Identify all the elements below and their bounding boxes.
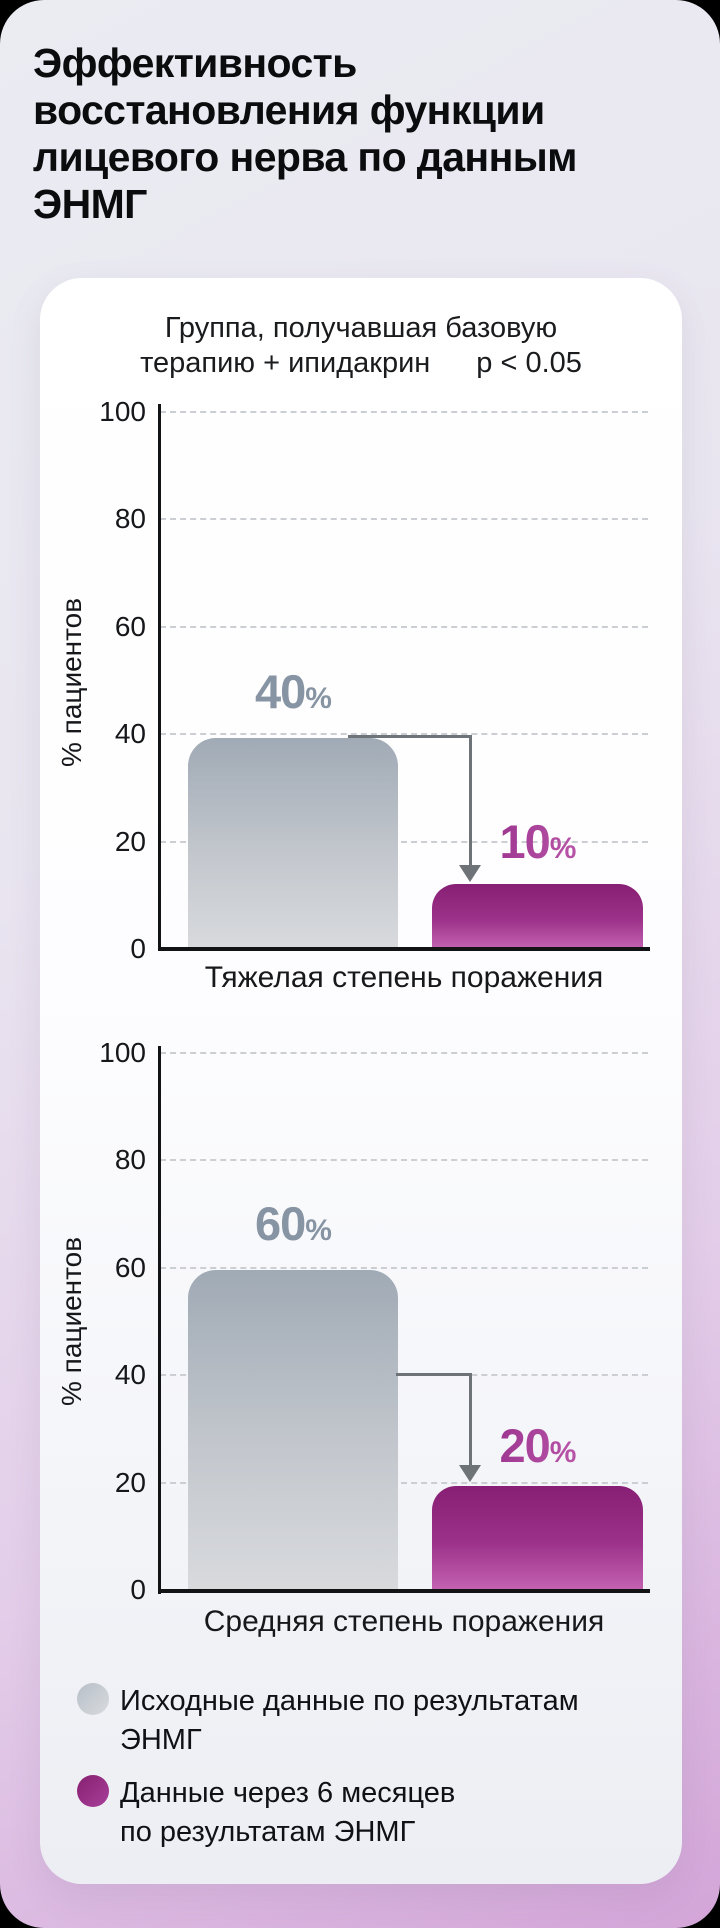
gridline-20	[160, 841, 648, 843]
ytick-100: 100	[99, 396, 146, 427]
value-unit: %	[549, 832, 576, 865]
x-axis-label-severe: Тяжелая степень поражения	[204, 961, 604, 994]
y-axis	[158, 404, 161, 951]
gridline-20	[160, 1482, 648, 1484]
legend-item-six-months: Данные через 6 месяцев по результатам ЭН…	[120, 1774, 660, 1852]
bar-six-months-moderate	[432, 1486, 643, 1590]
decrease-arrow-vertical	[469, 735, 472, 867]
ytick-0: 0	[130, 933, 146, 964]
page-title-line: восстановления функции	[33, 87, 545, 133]
legend-item-baseline: Исходные данные по результатам ЭНМГ	[120, 1682, 660, 1760]
value-label-baseline-moderate: 60%	[188, 1196, 398, 1251]
ytick-0: 0	[130, 1574, 146, 1605]
decrease-arrow-horizontal	[396, 1373, 471, 1376]
page-title: Эффективность восстановления функции лиц…	[33, 40, 693, 228]
gridline-100	[160, 1052, 648, 1054]
page-title-line: ЭНМГ	[33, 181, 147, 227]
ytick-80: 80	[114, 503, 146, 534]
gridline-80	[160, 518, 648, 520]
value-number: 40	[255, 665, 306, 718]
value-unit: %	[305, 682, 332, 715]
ytick-20: 20	[114, 826, 146, 857]
x-axis-label-moderate: Средняя степень поражения	[203, 1605, 605, 1638]
y-axis-label: % пациентов	[56, 1236, 87, 1406]
gridline-60	[160, 1267, 648, 1269]
legend-line: по результатам ЭНМГ	[120, 1816, 416, 1848]
p-value-annotation: p < 0.05	[476, 347, 582, 379]
chart-subtitle-line2: терапию + ипидакрин p < 0.05	[40, 347, 682, 380]
legend-line: Исходные данные по результатам	[120, 1685, 579, 1717]
x-axis	[158, 947, 650, 951]
ytick-20: 20	[114, 1467, 146, 1498]
y-axis-label: % пациентов	[56, 597, 87, 767]
legend-dot-six-months-icon	[77, 1775, 109, 1807]
value-number: 20	[499, 1419, 550, 1472]
page-title-line: Эффективность	[33, 40, 357, 86]
chart-card	[40, 278, 682, 1884]
value-label-six-months-severe: 10%	[432, 814, 643, 869]
bar-six-months-severe	[432, 884, 643, 949]
decrease-arrow-horizontal	[348, 735, 471, 738]
bar-baseline-severe	[188, 738, 398, 949]
bar-baseline-moderate	[188, 1270, 398, 1590]
decrease-arrow-head-icon	[459, 865, 481, 882]
y-axis	[158, 1046, 161, 1594]
gridline-60	[160, 626, 648, 628]
gridline-80	[160, 1159, 648, 1161]
gridline-100	[160, 411, 648, 413]
value-unit: %	[305, 1214, 332, 1247]
ytick-40: 40	[114, 718, 146, 749]
gridline-40	[160, 733, 648, 735]
chart-subtitle-line1: Группа, получавшая базовую	[164, 312, 558, 344]
decrease-arrow-head-icon	[459, 1465, 481, 1482]
value-number: 10	[499, 815, 550, 868]
legend-line: ЭНМГ	[120, 1724, 202, 1756]
legend-line: Данные через 6 месяцев	[120, 1777, 456, 1809]
value-unit: %	[549, 1436, 576, 1469]
legend-dot-baseline-icon	[77, 1683, 109, 1715]
value-label-baseline-severe: 40%	[188, 664, 398, 719]
ytick-40: 40	[114, 1359, 146, 1390]
x-axis	[158, 1589, 650, 1593]
decrease-arrow-vertical	[469, 1373, 472, 1467]
ytick-60: 60	[114, 1252, 146, 1283]
ytick-100: 100	[99, 1037, 146, 1068]
value-number: 60	[255, 1197, 306, 1250]
value-label-six-months-moderate: 20%	[432, 1418, 643, 1473]
page-title-line: лицевого нерва по данным	[33, 134, 578, 180]
ytick-60: 60	[114, 611, 146, 642]
chart-subtitle-group-label: терапию + ипидакрин	[140, 347, 431, 379]
ytick-80: 80	[114, 1144, 146, 1175]
